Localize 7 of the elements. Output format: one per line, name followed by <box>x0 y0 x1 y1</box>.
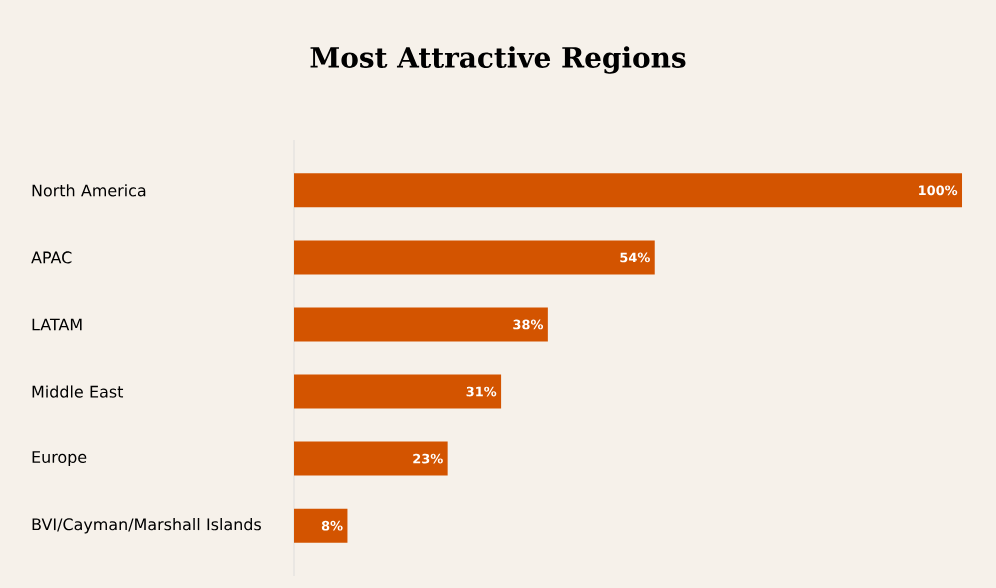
bar <box>294 374 502 409</box>
bar <box>294 441 448 476</box>
chart-title: Most Attractive Regions <box>310 46 686 74</box>
bar <box>294 240 655 275</box>
bar <box>294 508 348 543</box>
bar <box>294 173 963 208</box>
bar <box>294 307 548 342</box>
